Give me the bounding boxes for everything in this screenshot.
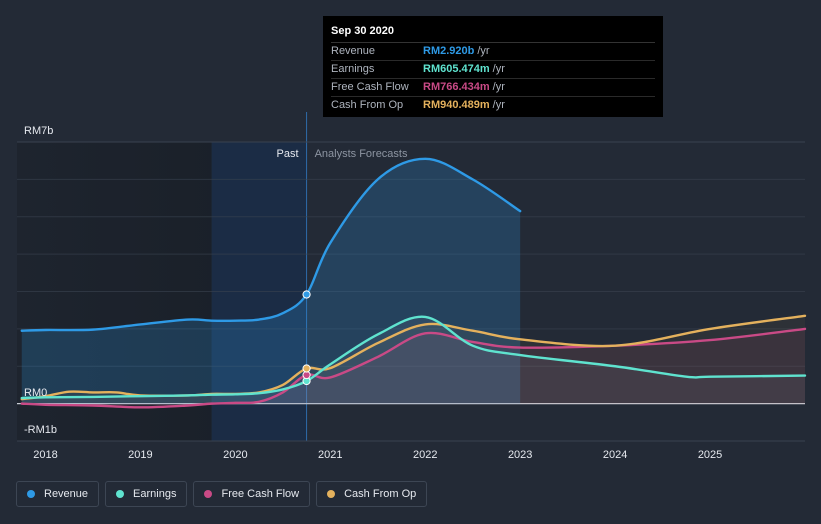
forecast-label: Analysts Forecasts (315, 148, 408, 160)
tooltip-label: Earnings (331, 63, 375, 75)
series-line-cash-from-op (20, 314, 807, 401)
tooltip-row-earnings: Earnings RM605.474m /yr (331, 61, 655, 79)
marker-revenue (302, 290, 311, 299)
x-tick-label: 2020 (223, 449, 247, 461)
past-label: Past (277, 148, 299, 160)
legend-dot-icon (116, 490, 125, 498)
tooltip-unit: /yr (477, 45, 490, 57)
area-revenue (21, 158, 521, 404)
tooltip-label: Free Cash Flow (331, 81, 409, 93)
tooltip-value: RM2.920b (423, 45, 475, 57)
tooltip-label: Cash From Op (331, 99, 404, 111)
x-tick-label: 2025 (698, 449, 722, 461)
marker-cash-from-op (302, 364, 311, 373)
legend-dot-icon (327, 490, 336, 498)
legend: Revenue Earnings Free Cash Flow Cash Fro… (16, 481, 428, 507)
legend-dot-icon (27, 490, 35, 498)
tooltip-row-revenue: Revenue RM2.920b /yr (331, 43, 655, 61)
legend-dot-icon (204, 490, 213, 498)
tooltip-value: RM766.434m (423, 81, 490, 93)
tooltip-label: Revenue (331, 45, 376, 57)
area-free-cash-flow (21, 328, 805, 408)
legend-label: Revenue (44, 488, 89, 500)
y-tick-label: -RM1b (24, 424, 57, 436)
legend-label: Cash From Op (344, 488, 417, 500)
y-tick-label: RM0 (24, 387, 47, 399)
tooltip-row-free-cash-flow: Free Cash Flow RM766.434m /yr (331, 79, 655, 97)
tooltip-value: RM940.489m (423, 99, 490, 111)
x-tick-label: 2023 (508, 449, 532, 461)
area-cash-from-op (21, 315, 805, 404)
legend-item-revenue[interactable]: Revenue (16, 481, 100, 507)
tooltip-value: RM605.474m (423, 63, 490, 75)
tooltip-row-cash-from-op: Cash From Op RM940.489m /yr (331, 97, 655, 114)
x-tick-label: 2021 (318, 449, 342, 461)
area-earnings (21, 316, 805, 404)
tooltip-unit: /yr (492, 99, 505, 111)
y-tick-label: RM7b (24, 125, 53, 137)
legend-item-earnings[interactable]: Earnings (105, 481, 188, 507)
series-line-earnings (20, 315, 807, 400)
tooltip: Sep 30 2020 Revenue RM2.920b /yr Earning… (323, 16, 663, 117)
series-line-revenue (20, 157, 522, 332)
x-tick-label: 2019 (128, 449, 152, 461)
tooltip-unit: /yr (492, 63, 505, 75)
x-tick-label: 2024 (603, 449, 627, 461)
legend-item-free-cash-flow[interactable]: Free Cash Flow (193, 481, 311, 507)
legend-label: Earnings (133, 488, 177, 500)
legend-item-cash-from-op[interactable]: Cash From Op (316, 481, 428, 507)
legend-label: Free Cash Flow (221, 488, 300, 500)
tooltip-unit: /yr (492, 81, 505, 93)
x-tick-label: 2022 (413, 449, 437, 461)
x-tick-label: 2018 (33, 449, 57, 461)
tooltip-date: Sep 30 2020 (331, 24, 655, 43)
